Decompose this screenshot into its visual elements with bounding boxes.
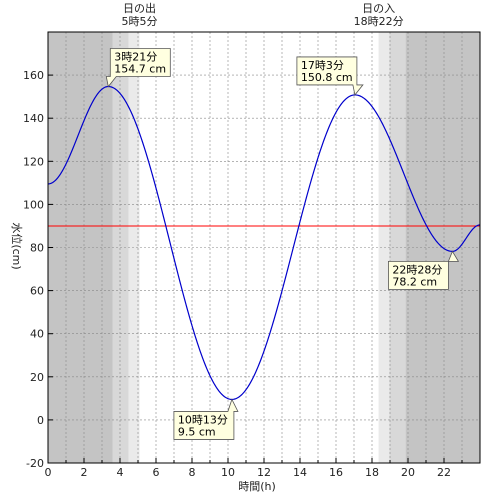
x-tick-label: 20 bbox=[401, 466, 415, 479]
annotation-time: 22時28分 bbox=[392, 263, 442, 276]
y-axis-label: 水位(cm) bbox=[10, 222, 24, 269]
tide-curve-group bbox=[47, 85, 481, 401]
daylight-band bbox=[139, 32, 379, 463]
sunrise-title: 日の出 bbox=[123, 1, 156, 15]
y-tick-label: 120 bbox=[23, 155, 44, 168]
annotation-time: 3時21分 bbox=[114, 51, 157, 64]
x-tick-label: 16 bbox=[329, 466, 343, 479]
annotation-level: 154.7 cm bbox=[114, 63, 166, 76]
grid-lines bbox=[48, 32, 480, 463]
annotation-box bbox=[173, 398, 239, 440]
annotation-level: 78.2 cm bbox=[392, 275, 437, 288]
x-axis-label: 時間(h) bbox=[238, 480, 276, 493]
x-tick-label: 2 bbox=[81, 466, 88, 479]
x-tick-label: 22 bbox=[437, 466, 451, 479]
annotation-level: 150.8 cm bbox=[301, 71, 353, 84]
y-tick-label: 20 bbox=[30, 371, 44, 384]
sunset-title: 日の入 bbox=[362, 2, 395, 15]
x-tick-label: 14 bbox=[293, 466, 307, 479]
x-tick-label: 0 bbox=[45, 466, 52, 479]
annotation-level: 9.5 cm bbox=[178, 425, 216, 438]
x-tick-label: 18 bbox=[365, 466, 379, 479]
x-tick-label: 10 bbox=[221, 466, 235, 479]
axis-ticks: 0 2 4 6 8 10 12 14 16 18 20 22-20020406080100120140… bbox=[23, 69, 481, 479]
y-tick-label: 80 bbox=[30, 242, 44, 255]
y-tick-label: 0 bbox=[37, 414, 44, 427]
y-tick-label: 100 bbox=[23, 198, 44, 211]
sunrise-time: 5時5分 bbox=[121, 15, 157, 28]
x-tick-label: 6 bbox=[153, 466, 160, 479]
y-tick-label: 160 bbox=[23, 69, 44, 82]
sunrise-label: 日の出 5時5分 bbox=[121, 1, 157, 28]
y-tick-label: -20 bbox=[26, 457, 44, 470]
annotation-time: 10時13分 bbox=[178, 413, 228, 426]
annotation-box bbox=[296, 56, 364, 96]
x-tick-label: 4 bbox=[117, 466, 124, 479]
x-tick-label: 8 bbox=[189, 466, 196, 479]
x-tick-label: 12 bbox=[257, 466, 271, 479]
y-tick-label: 140 bbox=[23, 112, 44, 125]
annotation-time: 17時3分 bbox=[301, 59, 344, 72]
y-tick-label: 60 bbox=[30, 285, 44, 298]
daylight-bands bbox=[48, 32, 480, 463]
y-tick-label: 40 bbox=[30, 328, 44, 341]
sunset-label: 日の入 18時22分 bbox=[354, 2, 404, 28]
annotation-box bbox=[105, 48, 171, 88]
tide-curve bbox=[47, 85, 481, 401]
annotation-box bbox=[388, 250, 460, 290]
daylight-band bbox=[128, 32, 140, 463]
sunset-time: 18時22分 bbox=[354, 15, 404, 28]
